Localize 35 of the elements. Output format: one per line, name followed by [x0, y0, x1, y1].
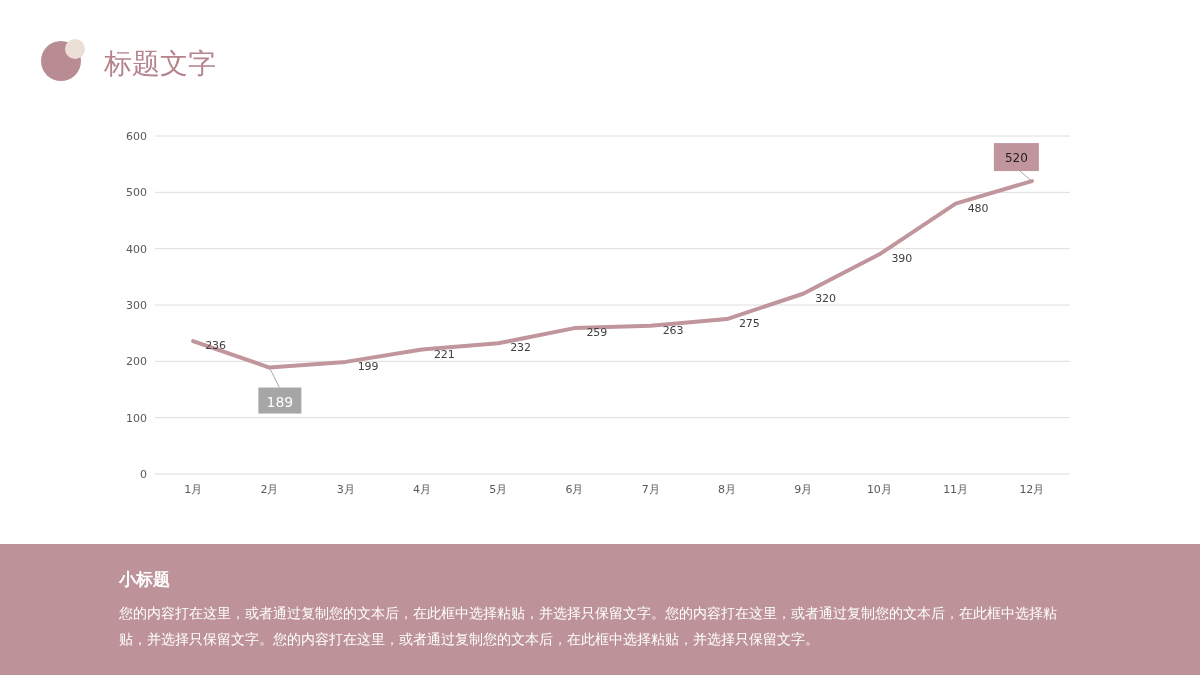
x-tick-label: 9月 [794, 483, 813, 496]
x-tick-label: 5月 [489, 483, 508, 496]
y-tick-label: 500 [126, 186, 147, 200]
data-label: 221 [433, 347, 455, 361]
x-tick-label: 2月 [260, 483, 279, 496]
x-tick-label: 10月 [866, 483, 892, 496]
data-label: 390 [891, 252, 913, 266]
text: 您的内容打在这里，或者通过复制您的文本后，在此框中选择粘贴，并选择只保留文字。您的内容打在这里，或者通过复制您的文本后，在此框中选择粘贴，并选择只保留文字。您的内容打在这里，或者通过复制您的文本后，在此框中选择粘贴，并选择只保留文字。 [119, 604, 1058, 649]
data-label: 236 [205, 339, 227, 353]
data-label: 320 [815, 291, 837, 305]
text: 小标题 [119, 568, 170, 591]
data-label: 263 [662, 323, 684, 337]
line-series [191, 179, 1034, 370]
y-tick-label: 100 [126, 411, 147, 425]
x-tick-label: 4月 [412, 483, 431, 496]
y-tick-label: 600 [126, 130, 147, 143]
data-label: 259 [586, 326, 608, 340]
data-label: 520 [1004, 151, 1028, 166]
x-tick-label: 12月 [1019, 483, 1045, 496]
data-label: 275 [738, 317, 760, 331]
x-tick-label: 11月 [943, 483, 969, 496]
x-tick-label: 6月 [565, 483, 584, 496]
x-tick-label: 3月 [336, 483, 355, 496]
chart-title: 标题文字 [103, 47, 216, 80]
y-tick-label: 200 [126, 355, 147, 369]
x-tick-label: 1月 [184, 483, 203, 496]
y-tick-label: 300 [126, 299, 147, 312]
data-label: 199 [357, 359, 379, 373]
y-tick-label: 0 [140, 468, 147, 481]
y-tick-label: 400 [126, 242, 147, 256]
data-label: 232 [510, 341, 532, 355]
x-tick-label: 8月 [717, 483, 736, 496]
x-tick-label: 7月 [641, 483, 660, 496]
data-label: 480 [967, 201, 989, 215]
data-label: 189 [266, 393, 294, 410]
